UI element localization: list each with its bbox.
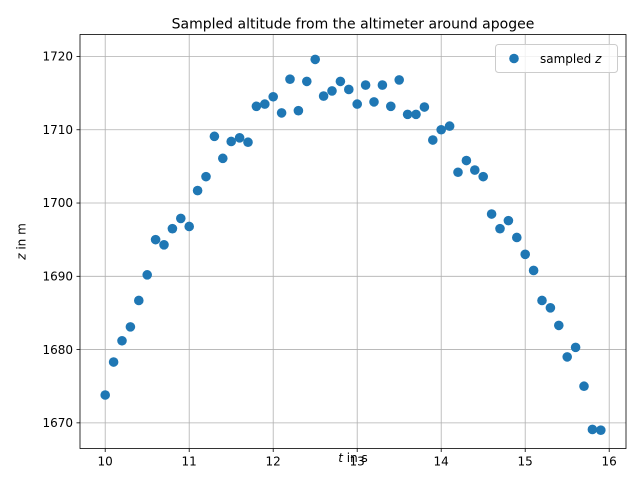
data-point	[411, 109, 421, 120]
data-point	[394, 75, 405, 85]
data-points	[100, 54, 606, 435]
data-point	[520, 249, 530, 260]
data-point	[125, 322, 136, 332]
data-point	[495, 223, 505, 234]
x-tick-label: 10	[98, 455, 113, 469]
y-tick-label: 1670	[42, 416, 73, 430]
x-axis-label-unit: in s	[343, 451, 368, 465]
data-point	[167, 223, 178, 234]
legend-box	[495, 44, 618, 73]
y-tick-label: 1710	[42, 123, 73, 137]
data-point	[159, 239, 169, 250]
x-tick-label: 15	[518, 455, 533, 469]
data-point	[570, 342, 581, 353]
data-point	[352, 99, 363, 109]
data-point	[402, 109, 413, 120]
data-point	[100, 390, 110, 400]
data-point	[285, 74, 295, 84]
data-point	[461, 155, 472, 166]
x-axis-label: t in s	[338, 451, 368, 465]
legend-label-var: z	[594, 52, 602, 66]
data-point	[545, 303, 556, 313]
plot-frame	[79, 34, 627, 449]
legend-label: sampled z	[540, 52, 602, 66]
data-point	[293, 105, 304, 116]
data-point	[117, 335, 127, 346]
x-tick-label: 14	[434, 455, 449, 469]
data-point	[176, 213, 186, 224]
y-axis-label: z in m	[15, 223, 29, 261]
data-point	[486, 209, 497, 219]
chart-title: Sampled altitude from the altimeter arou…	[172, 17, 535, 33]
data-point	[596, 425, 606, 435]
x-tick-label: 16	[602, 455, 617, 469]
data-point	[108, 357, 119, 367]
data-point	[268, 91, 279, 102]
data-point	[150, 234, 161, 245]
x-tick-label: 12	[266, 455, 281, 469]
data-point	[512, 232, 522, 243]
data-point	[428, 135, 438, 145]
data-point	[201, 171, 211, 182]
x-tick-label: 11	[182, 455, 197, 469]
data-point	[369, 97, 379, 107]
data-point	[537, 295, 547, 306]
y-axis-label-unit: in m	[15, 223, 29, 253]
legend: sampled z	[495, 44, 618, 73]
y-tick-label: 1680	[42, 343, 73, 357]
data-point	[327, 86, 337, 96]
data-point	[302, 76, 312, 87]
data-point	[310, 54, 321, 65]
data-point	[587, 424, 598, 435]
data-point	[260, 99, 270, 109]
data-point	[478, 171, 489, 182]
data-point	[134, 295, 144, 306]
y-tick-label: 1720	[42, 50, 73, 64]
x-axis-label-var: t	[338, 451, 344, 465]
data-point	[579, 381, 589, 392]
data-point	[344, 84, 354, 95]
y-axis-label-var: z	[15, 253, 29, 261]
data-point	[386, 101, 396, 112]
data-point	[503, 215, 514, 226]
data-point	[453, 167, 463, 178]
data-point	[470, 165, 480, 175]
y-tick-label: 1700	[42, 196, 73, 210]
legend-label-text: sampled	[540, 52, 595, 66]
data-point	[318, 91, 329, 101]
legend-marker	[509, 53, 519, 64]
data-point	[444, 121, 455, 131]
x-tick-label: 13	[350, 455, 365, 469]
data-point	[436, 124, 447, 135]
data-point	[562, 352, 572, 362]
data-point	[419, 102, 430, 112]
data-point	[218, 153, 228, 164]
x-axis-ticks: 10 11 12 13 14 15 16	[98, 448, 617, 469]
data-point	[554, 320, 564, 331]
data-point	[192, 185, 203, 196]
data-point	[360, 80, 371, 90]
data-point	[234, 133, 245, 143]
y-tick-label: 1690	[42, 270, 73, 284]
data-point	[276, 108, 287, 118]
data-point	[335, 76, 346, 87]
data-point	[184, 221, 194, 232]
data-point	[377, 80, 388, 90]
y-axis-ticks: 1670 1680 1690 1700 1710 1720	[42, 50, 80, 430]
data-point	[226, 136, 236, 147]
data-point	[142, 270, 152, 280]
data-point	[209, 131, 220, 142]
data-point	[251, 101, 262, 112]
data-point	[528, 265, 539, 276]
data-point	[243, 137, 253, 148]
gridlines	[80, 34, 626, 449]
